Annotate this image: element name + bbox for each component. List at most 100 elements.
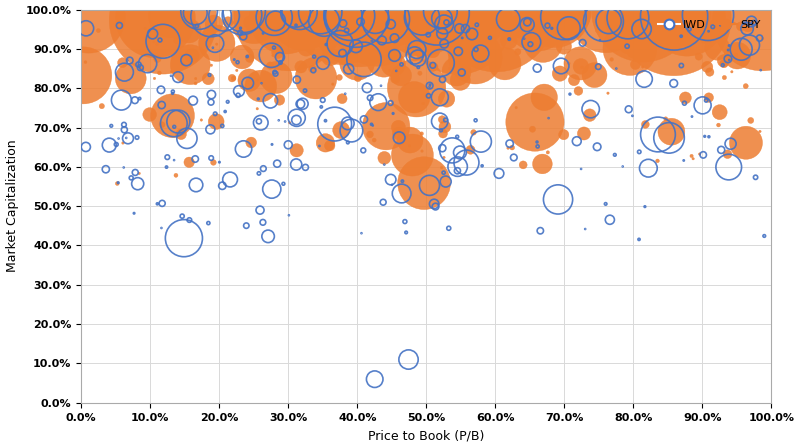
SPY — [694, 151, 706, 158]
SPY — [406, 151, 418, 159]
IWD — [386, 181, 398, 188]
IWD — [193, 8, 206, 15]
IWD — [166, 88, 179, 95]
IWD — [241, 53, 254, 60]
IWD — [190, 22, 203, 30]
IWD — [365, 121, 378, 128]
SPY — [398, 26, 410, 34]
SPY — [392, 124, 405, 131]
IWD — [262, 233, 274, 240]
IWD — [541, 22, 554, 29]
IWD — [432, 24, 445, 31]
IWD — [599, 200, 612, 207]
SPY — [383, 67, 396, 74]
X-axis label: Price to Book (P/B): Price to Book (P/B) — [368, 430, 485, 443]
IWD — [749, 174, 762, 181]
SPY — [82, 13, 95, 20]
SPY — [438, 29, 450, 36]
IWD — [563, 90, 576, 98]
IWD — [252, 95, 265, 103]
IWD — [186, 97, 199, 104]
IWD — [674, 33, 687, 40]
IWD — [377, 198, 390, 206]
SPY — [427, 26, 440, 34]
IWD — [474, 138, 487, 145]
IWD — [299, 164, 312, 171]
IWD — [502, 16, 514, 23]
IWD — [298, 87, 311, 94]
SPY — [387, 61, 400, 68]
SPY — [336, 95, 349, 102]
SPY — [378, 56, 390, 63]
SPY — [182, 159, 195, 166]
IWD — [715, 146, 728, 154]
SPY — [170, 37, 183, 44]
SPY — [502, 37, 515, 44]
IWD — [277, 180, 290, 187]
IWD — [633, 148, 646, 155]
SPY — [351, 74, 364, 82]
SPY — [266, 52, 279, 59]
IWD — [702, 28, 715, 35]
IWD — [700, 97, 713, 104]
IWD — [134, 64, 146, 71]
SPY — [151, 55, 164, 62]
SPY — [681, 14, 694, 21]
IWD — [603, 216, 616, 224]
IWD — [290, 114, 303, 121]
IWD — [415, 14, 428, 21]
SPY — [692, 53, 705, 60]
SPY — [138, 25, 151, 32]
IWD — [368, 375, 381, 383]
SPY — [182, 27, 195, 34]
SPY — [712, 121, 725, 129]
IWD — [456, 34, 469, 42]
SPY — [190, 75, 202, 82]
SPY — [378, 154, 390, 161]
IWD — [339, 90, 352, 97]
SPY — [671, 25, 684, 32]
IWD — [557, 13, 570, 21]
SPY — [410, 84, 423, 91]
SPY — [536, 160, 549, 168]
IWD — [398, 218, 411, 225]
SPY — [445, 32, 458, 39]
IWD — [633, 236, 646, 243]
IWD — [146, 30, 159, 38]
IWD — [176, 212, 189, 220]
SPY — [637, 6, 650, 13]
IWD — [372, 99, 385, 106]
IWD — [290, 76, 303, 83]
SPY — [230, 67, 243, 74]
SPY — [384, 17, 397, 24]
SPY — [350, 59, 363, 66]
SPY — [379, 51, 392, 58]
IWD — [546, 25, 558, 32]
SPY — [149, 14, 162, 22]
IWD — [410, 46, 423, 53]
SPY — [205, 62, 218, 69]
IWD — [554, 62, 567, 69]
IWD — [434, 118, 446, 125]
IWD — [172, 118, 185, 125]
IWD — [242, 80, 254, 87]
IWD — [274, 53, 286, 60]
IWD — [374, 82, 387, 89]
IWD — [113, 22, 126, 29]
IWD — [269, 70, 282, 78]
IWD — [702, 11, 714, 18]
SPY — [506, 144, 518, 151]
SPY — [435, 164, 448, 171]
SPY — [463, 52, 476, 59]
SPY — [378, 9, 391, 16]
IWD — [686, 113, 698, 120]
IWD — [156, 200, 169, 207]
SPY — [299, 23, 312, 30]
IWD — [430, 9, 443, 17]
SPY — [563, 10, 576, 17]
SPY — [623, 45, 636, 52]
IWD — [428, 200, 441, 207]
IWD — [268, 44, 281, 51]
IWD — [206, 44, 219, 51]
SPY — [389, 75, 402, 82]
